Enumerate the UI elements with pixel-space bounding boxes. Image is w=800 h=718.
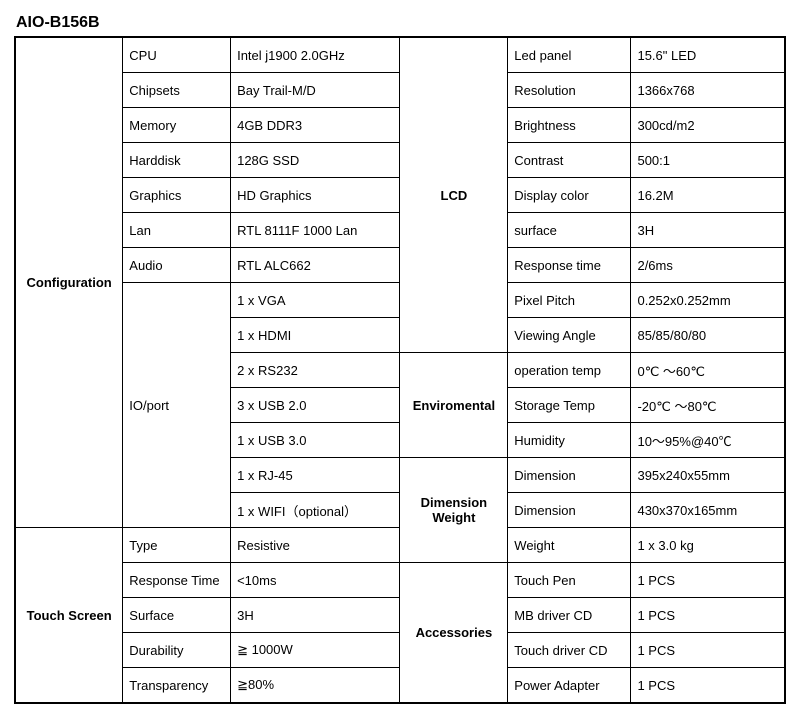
value-storagetemp: -20℃ ～80℃ [631,388,785,423]
label-humidity: Humidity [508,423,631,458]
label-chipsets: Chipsets [123,73,231,108]
label-lcd-surface: surface [508,213,631,248]
value-audio: RTL ALC662 [231,248,400,283]
value-dim2: 430x370x165mm [631,493,785,528]
label-ts-resp: Response Time [123,563,231,598]
label-audio: Audio [123,248,231,283]
label-poweradapter: Power Adapter [508,668,631,704]
value-brightness: 300cd/m2 [631,108,785,143]
section-configuration: Configuration [15,37,123,528]
spec-table: Configuration CPU Intel j1900 2.0GHz LCD… [14,36,786,704]
label-dim1: Dimension [508,458,631,493]
value-lcd-surface: 3H [631,213,785,248]
product-title: AIO-B156B [16,14,786,32]
value-resptime: 2/6ms [631,248,785,283]
section-dimension-weight: Dimension Weight [400,458,508,563]
label-ts-transparency: Transparency [123,668,231,704]
label-contrast: Contrast [508,143,631,178]
value-graphics: HD Graphics [231,178,400,213]
value-contrast: 500:1 [631,143,785,178]
value-io-rs232: 2 x RS232 [231,353,400,388]
label-resptime: Response time [508,248,631,283]
value-pixelpitch: 0.252x0.252mm [631,283,785,318]
value-viewangle: 85/85/80/80 [631,318,785,353]
label-harddisk: Harddisk [123,143,231,178]
section-lcd: LCD [400,37,508,353]
section-accessories: Accessories [400,563,508,704]
value-mbcd: 1 PCS [631,598,785,633]
value-harddisk: 128G SSD [231,143,400,178]
value-weight: 1 x 3.0 kg [631,528,785,563]
value-io-usb30: 1 x USB 3.0 [231,423,400,458]
label-mbcd: MB driver CD [508,598,631,633]
label-cpu: CPU [123,37,231,73]
value-lan: RTL 8111F 1000 Lan [231,213,400,248]
label-memory: Memory [123,108,231,143]
label-ts-durability: Durability [123,633,231,668]
value-touchpen: 1 PCS [631,563,785,598]
label-touchpen: Touch Pen [508,563,631,598]
label-resolution: Resolution [508,73,631,108]
value-io-rj45: 1 x RJ-45 [231,458,400,493]
label-graphics: Graphics [123,178,231,213]
label-ioport: IO/port [123,283,231,528]
value-io-usb20: 3 x USB 2.0 [231,388,400,423]
label-pixelpitch: Pixel Pitch [508,283,631,318]
value-io-vga: 1 x VGA [231,283,400,318]
section-enviromental: Enviromental [400,353,508,458]
value-optemp: 0℃ ～60℃ [631,353,785,388]
label-ts-type: Type [123,528,231,563]
value-cpu: Intel j1900 2.0GHz [231,37,400,73]
value-chipsets: Bay Trail-M/D [231,73,400,108]
value-ts-surface: 3H [231,598,400,633]
value-ts-transparency: ≧80% [231,668,400,704]
value-ts-type: Resistive [231,528,400,563]
label-touchdrivercd: Touch driver CD [508,633,631,668]
label-viewangle: Viewing Angle [508,318,631,353]
value-ts-durability: ≧ 1000W [231,633,400,668]
label-lan: Lan [123,213,231,248]
label-brightness: Brightness [508,108,631,143]
value-dim1: 395x240x55mm [631,458,785,493]
value-displaycolor: 16.2M [631,178,785,213]
value-ledpanel: 15.6" LED [631,37,785,73]
value-humidity: 10～95%@40℃ [631,423,785,458]
label-ts-surface: Surface [123,598,231,633]
value-memory: 4GB DDR3 [231,108,400,143]
value-ts-resp: <10ms [231,563,400,598]
value-resolution: 1366x768 [631,73,785,108]
section-touchscreen: Touch Screen [15,528,123,704]
value-touchdrivercd: 1 PCS [631,633,785,668]
value-io-hdmi: 1 x HDMI [231,318,400,353]
value-poweradapter: 1 PCS [631,668,785,704]
label-storagetemp: Storage Temp [508,388,631,423]
value-io-wifi: 1 x WIFI（optional） [231,493,400,528]
label-optemp: operation temp [508,353,631,388]
label-weight: Weight [508,528,631,563]
label-displaycolor: Display color [508,178,631,213]
label-ledpanel: Led panel [508,37,631,73]
label-dim2: Dimension [508,493,631,528]
